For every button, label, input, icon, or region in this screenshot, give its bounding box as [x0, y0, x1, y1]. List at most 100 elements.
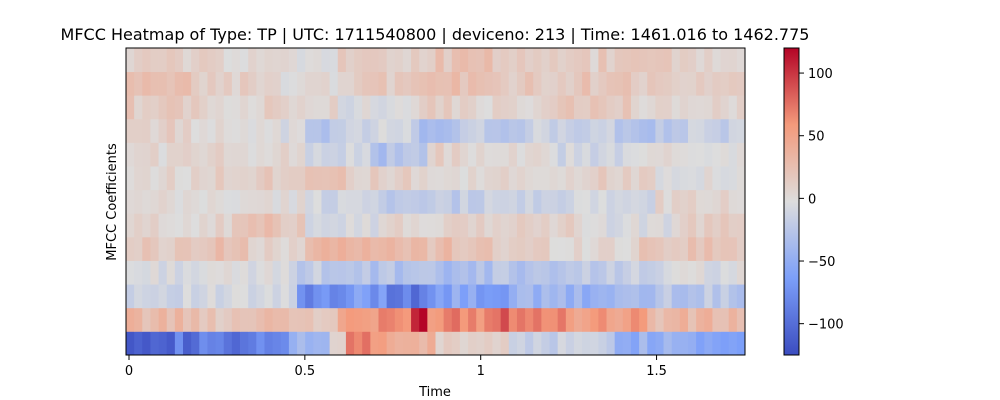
heatmap-cell — [142, 213, 151, 238]
heatmap-cell — [297, 189, 306, 214]
heatmap-cell — [134, 48, 143, 73]
heatmap-cell — [329, 71, 339, 96]
heatmap-cell — [582, 71, 591, 96]
heatmap-cell — [590, 166, 599, 191]
heatmap-cell — [134, 71, 143, 96]
heatmap-cell — [468, 48, 477, 73]
x-tick-label: 1.5 — [646, 364, 667, 379]
heatmap-cell — [386, 284, 396, 309]
heatmap-cell — [443, 307, 453, 332]
heatmap-cell — [663, 118, 673, 143]
heatmap-cell — [720, 95, 730, 120]
heatmap-cell — [142, 95, 151, 120]
heatmap-cell — [427, 166, 436, 191]
heatmap-cell — [451, 95, 461, 120]
heatmap-cell — [223, 48, 233, 73]
heatmap-cell — [720, 307, 730, 332]
heatmap-cell — [419, 189, 428, 214]
heatmap-cell — [362, 142, 371, 167]
heatmap-cell — [647, 307, 656, 332]
heatmap-cell — [484, 213, 493, 238]
heatmap-cell — [549, 118, 559, 143]
heatmap-cell — [378, 236, 388, 261]
heatmap-cell — [199, 331, 208, 356]
heatmap-cell — [500, 284, 510, 309]
heatmap-cell — [427, 189, 436, 214]
heatmap-cell — [696, 95, 705, 120]
heatmap-cell — [492, 71, 502, 96]
heatmap-cell — [500, 71, 510, 96]
heatmap-cell — [639, 71, 648, 96]
heatmap-cell — [297, 142, 306, 167]
heatmap-cell — [459, 142, 469, 167]
heatmap-cell — [150, 71, 159, 96]
heatmap-cell — [158, 331, 168, 356]
heatmap-cell — [272, 71, 282, 96]
heatmap-cell — [622, 331, 632, 356]
heatmap-cell — [313, 189, 322, 214]
heatmap-cell — [345, 142, 355, 167]
heatmap-cell — [549, 95, 559, 120]
heatmap-cell — [378, 307, 388, 332]
heatmap-cell — [305, 189, 314, 214]
heatmap-cell — [443, 118, 453, 143]
heatmap-cell — [362, 331, 371, 356]
heatmap-cell — [240, 166, 249, 191]
heatmap-cell — [630, 48, 640, 73]
heatmap-cell — [288, 166, 298, 191]
heatmap-cell — [712, 189, 721, 214]
heatmap-cell — [134, 118, 143, 143]
heatmap-cell — [704, 213, 713, 238]
heatmap-cell — [215, 95, 225, 120]
heatmap-cell — [256, 260, 265, 285]
heatmap-cell — [655, 213, 664, 238]
heatmap-cell — [655, 48, 664, 73]
heatmap-cell — [248, 48, 257, 73]
heatmap-cell — [516, 307, 526, 332]
heatmap-cell — [476, 118, 485, 143]
heatmap-cell — [590, 48, 599, 73]
heatmap-cell — [231, 142, 241, 167]
heatmap-cell — [647, 284, 656, 309]
heatmap-cell — [264, 118, 273, 143]
heatmap-cell — [459, 331, 469, 356]
heatmap-cell — [362, 95, 371, 120]
heatmap-cell — [134, 331, 143, 356]
heatmap-cell — [492, 48, 502, 73]
heatmap-cell — [647, 189, 656, 214]
heatmap-cell — [231, 118, 241, 143]
heatmap-cell — [313, 331, 322, 356]
heatmap-cell — [158, 142, 168, 167]
heatmap-cell — [215, 260, 225, 285]
heatmap-cell — [345, 48, 355, 73]
heatmap-cell — [508, 189, 518, 214]
heatmap-cell — [280, 260, 290, 285]
heatmap-cell — [687, 284, 697, 309]
heatmap-cell — [598, 260, 607, 285]
heatmap-cell — [248, 142, 257, 167]
heatmap-cell — [158, 189, 168, 214]
heatmap-cell — [272, 48, 282, 73]
heatmap-cell — [264, 284, 273, 309]
heatmap-cell — [207, 118, 216, 143]
heatmap-cell — [134, 213, 143, 238]
heatmap-cell — [500, 95, 510, 120]
heatmap-cell — [305, 213, 314, 238]
heatmap-cell — [533, 331, 542, 356]
heatmap-cell — [264, 71, 273, 96]
heatmap-cell — [231, 307, 241, 332]
heatmap-cell — [305, 284, 314, 309]
heatmap-cell — [492, 331, 502, 356]
heatmap-cell — [630, 284, 640, 309]
heatmap-cell — [329, 213, 339, 238]
heatmap-cell — [712, 95, 721, 120]
heatmap-cell — [614, 95, 624, 120]
heatmap-cell — [557, 166, 567, 191]
heatmap-cell — [280, 213, 290, 238]
heatmap-cell — [451, 189, 461, 214]
heatmap-cell — [321, 284, 331, 309]
heatmap-cell — [345, 189, 355, 214]
heatmap-cell — [614, 260, 624, 285]
heatmap-cell — [606, 48, 616, 73]
heatmap-cell — [679, 95, 689, 120]
